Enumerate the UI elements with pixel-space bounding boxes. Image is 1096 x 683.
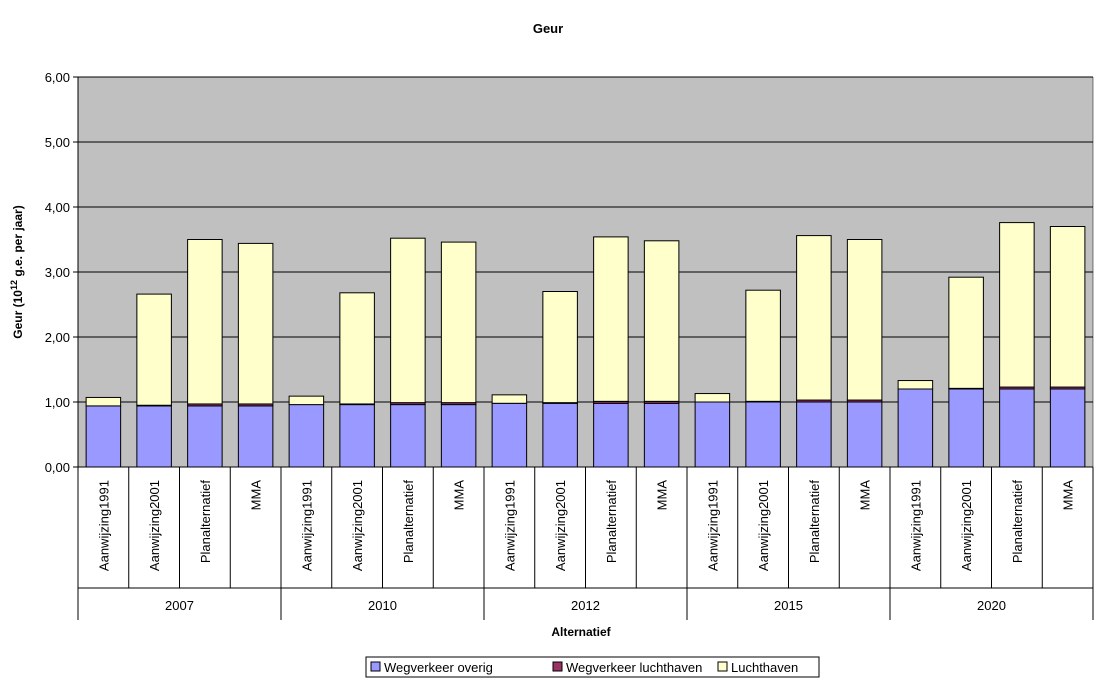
bar-segment-3 [796, 235, 832, 401]
x-category-label: Planalternatief [198, 480, 213, 563]
x-category-label: Planalternatief [807, 480, 822, 563]
x-category-label: Aanwijzing1991 [299, 480, 314, 571]
bar-segment-3 [237, 242, 274, 405]
x-category-label: Planalternatief [1010, 480, 1025, 563]
bar-segment-3 [491, 394, 528, 404]
bar-segment-1 [745, 401, 781, 468]
bar-segment-3 [643, 240, 680, 402]
x-category-label: Aanwijzing2001 [553, 480, 568, 571]
bar-segment-3 [288, 395, 325, 406]
legend-swatch [552, 661, 563, 672]
x-group-label: 2012 [571, 598, 600, 613]
bar-segment-1 [643, 402, 680, 468]
bar-segment-1 [796, 401, 832, 468]
x-category-label: MMA [452, 480, 467, 511]
bar-segment-3 [390, 237, 426, 404]
y-axis-title: Geur (1012 g.e. per jaar) [9, 205, 25, 338]
bar-segment-3 [187, 239, 223, 405]
bar-segment-3 [542, 291, 578, 404]
legend-swatch [717, 661, 728, 672]
bar-segment-3 [85, 396, 122, 407]
bar-segment-3 [745, 289, 781, 402]
bar-segment-3 [694, 393, 731, 403]
x-group-label: 2015 [774, 598, 803, 613]
bar-segment-1 [440, 404, 477, 468]
x-category-label: Aanwijzing1991 [502, 480, 517, 571]
x-category-label: Aanwijzing2001 [959, 480, 974, 571]
x-category-label: MMA [858, 480, 873, 511]
bar-segment-1 [999, 388, 1035, 468]
x-group-labels: 2007 2010 2012 2015 2020 [165, 598, 1006, 613]
x-group-label: 2007 [165, 598, 194, 613]
bar-segment-3 [999, 222, 1035, 388]
legend: Wegverkeer overig Wegverkeer luchthaven Lu… [365, 656, 820, 678]
bar-segment-1 [85, 405, 122, 468]
axes [77, 76, 1094, 620]
x-category-label: Aanwijzing2001 [147, 480, 162, 571]
y-tick-labels: 0,00 1,00 2,00 3,00 4,00 5,00 6,00 [45, 70, 70, 475]
chart-title: Geur [533, 21, 563, 36]
bar-segment-1 [136, 405, 172, 468]
bar-segment-3 [846, 239, 883, 401]
legend-label: Wegverkeer luchthaven [566, 660, 702, 675]
x-axis-title: Alternatief [551, 625, 611, 639]
bar-segment-1 [593, 402, 629, 468]
x-category-label: Planalternatief [604, 480, 619, 563]
bar-segment-1 [694, 401, 731, 468]
bar-segment-1 [1049, 388, 1086, 468]
bar-segment-3 [1049, 226, 1086, 388]
bar-segment-1 [846, 401, 883, 468]
y-tick-label: 4,00 [45, 200, 70, 215]
x-category-label: MMA [1061, 480, 1076, 511]
y-tick-label: 2,00 [45, 330, 70, 345]
bar-segment-3 [136, 293, 172, 406]
bar-segment-3 [440, 241, 477, 404]
bar-segment-1 [491, 402, 528, 468]
bar-segment-1 [237, 405, 274, 468]
bar-segment-3 [897, 380, 934, 390]
bar-segment-3 [339, 292, 375, 405]
x-group-label: 2020 [977, 598, 1006, 613]
y-tick-label: 3,00 [45, 265, 70, 280]
x-category-label: Aanwijzing2001 [350, 480, 365, 571]
legend-label: Luchthaven [731, 660, 798, 675]
legend-label: Wegverkeer overig [384, 660, 493, 675]
x-category-label: Aanwijzing1991 [96, 480, 111, 571]
bar-segment-1 [948, 388, 984, 468]
y-tick-label: 6,00 [45, 70, 70, 85]
x-category-labels: Aanwijzing1991 Aanwijzing2001 Planalternat… [96, 480, 1075, 571]
y-tick-label: 0,00 [45, 460, 70, 475]
y-tick-label: 5,00 [45, 135, 70, 150]
x-category-label: MMA [249, 480, 264, 511]
x-category-label: Planalternatief [401, 480, 416, 563]
bar-segment-1 [542, 402, 578, 468]
x-group-label: 2010 [368, 598, 397, 613]
bar-segment-1 [390, 404, 426, 468]
legend-swatch [370, 661, 381, 672]
bar-segment-1 [288, 404, 325, 468]
x-category-label: MMA [655, 480, 670, 511]
bar-segment-3 [948, 276, 984, 389]
bar-segment-1 [187, 405, 223, 468]
bar-segment-1 [339, 404, 375, 468]
bars [85, 222, 1086, 468]
x-category-label: Aanwijzing2001 [756, 480, 771, 571]
legend-box [365, 656, 820, 678]
x-category-label: Aanwijzing1991 [705, 480, 720, 571]
bar-segment-3 [593, 236, 629, 402]
y-tick-label: 1,00 [45, 395, 70, 410]
x-category-label: Aanwijzing1991 [908, 480, 923, 571]
bar-segment-1 [897, 388, 934, 468]
